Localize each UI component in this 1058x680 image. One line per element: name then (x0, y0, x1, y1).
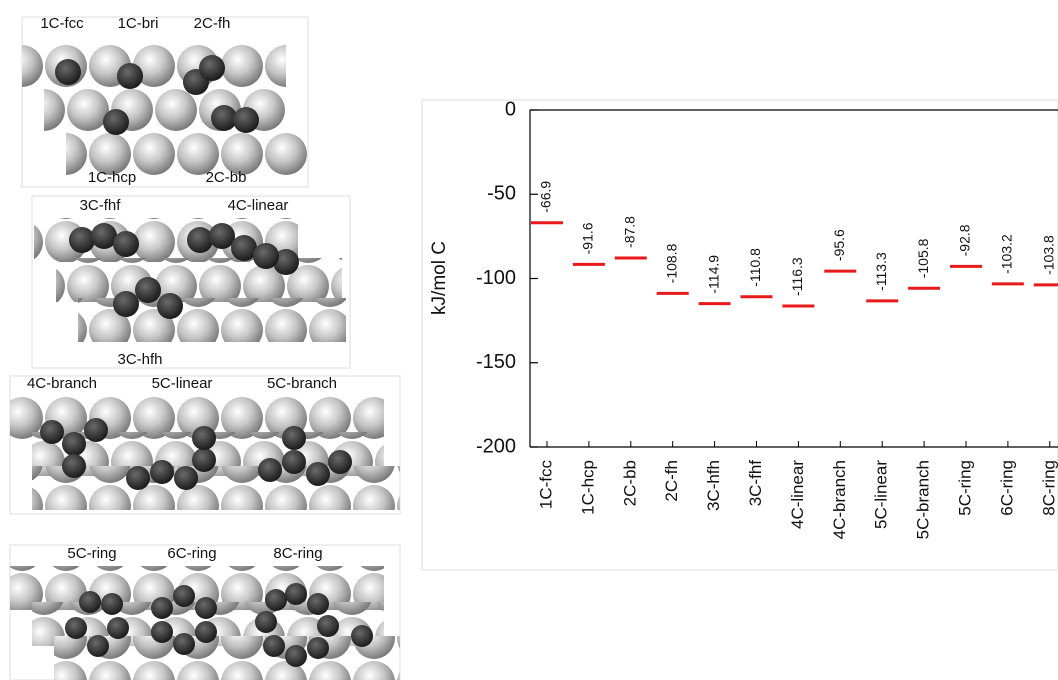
x-tick-label: 6C-ring (997, 460, 1016, 516)
carbon-atoms (40, 418, 352, 490)
panel-label: 3C-fhf (80, 197, 122, 214)
surface-row (54, 636, 400, 680)
x-tick-label: 5C-ring (955, 460, 974, 516)
panel-label: 4C-branch (27, 375, 97, 392)
panel-label: 3C-hfh (117, 351, 162, 368)
panel-3: 4C-branch 5C-linear 5C-branch (9, 375, 401, 515)
value-label: -113.3 (873, 252, 889, 291)
value-label: -103.8 (1041, 235, 1057, 275)
panel-label: 6C-ring (167, 545, 216, 562)
y-tick-label: -200 (476, 435, 516, 457)
value-label: -114.9 (705, 255, 721, 294)
panel-1: 1C-fcc 1C-bri 2C-fh 1C-hcp 2C-bb (21, 15, 309, 188)
carbon-atoms (55, 55, 259, 135)
panel-label: 1C-fcc (40, 15, 84, 32)
x-tick-label: 2C-bb (620, 460, 639, 506)
y-tick-label: -150 (476, 351, 516, 373)
surface-row (56, 258, 342, 302)
panel-label: 8C-ring (273, 545, 322, 562)
x-tick-label: 5C-branch (914, 460, 933, 539)
value-label: -105.8 (915, 238, 931, 278)
value-label: -110.8 (747, 248, 763, 287)
panel-label: 5C-branch (267, 375, 337, 392)
panel-2: 3C-fhf 4C-linear 3C-hfh (31, 195, 351, 369)
x-tick-label: 1C-hcp (578, 460, 597, 515)
value-label: -87.8 (622, 216, 638, 248)
panel-label: 5C-ring (67, 545, 116, 562)
chart: kJ/mol C 0 -50 -100 -150 -200 1C-fcc -66.9 1C-h… (421, 98, 1058, 571)
panel-label: 1C-bri (118, 15, 159, 32)
value-label: -66.9 (538, 181, 554, 213)
panel-label: 2C-bb (206, 169, 247, 186)
value-label: -103.2 (999, 234, 1015, 274)
x-tick-label: 5C-linear (872, 460, 891, 529)
x-tick-label: 4C-linear (788, 460, 807, 529)
x-tick-label: 1C-fcc (536, 460, 555, 510)
value-label: -116.3 (789, 257, 805, 296)
carbon-atoms (69, 223, 299, 319)
x-tick-label: 4C-branch (830, 460, 849, 539)
x-tick-label: 3C-hfh (704, 460, 723, 511)
x-tick-label: 2C-fh (662, 460, 681, 502)
y-tick-label: -50 (487, 183, 516, 205)
panel-label: 1C-hcp (88, 169, 136, 186)
panel-label: 4C-linear (228, 197, 289, 214)
carbon-atoms (65, 583, 373, 667)
value-label: -108.8 (663, 243, 679, 283)
panel-label: 5C-linear (152, 375, 213, 392)
y-tick-label: -100 (476, 267, 516, 289)
x-tick-label: 3C-fhf (746, 460, 765, 507)
y-axis-label: kJ/mol C (429, 241, 450, 315)
surface-row (66, 132, 308, 176)
panel-4: 5C-ring 6C-ring 8C-ring (9, 544, 401, 680)
x-tick-label: 8C-ring (1039, 460, 1058, 516)
value-label: -92.8 (957, 224, 973, 256)
y-tick-label: 0 (505, 98, 516, 120)
chart-frame (421, 99, 1058, 571)
value-label: -91.6 (580, 222, 596, 254)
panel-label: 2C-fh (194, 15, 231, 32)
value-label: -95.6 (831, 229, 847, 261)
